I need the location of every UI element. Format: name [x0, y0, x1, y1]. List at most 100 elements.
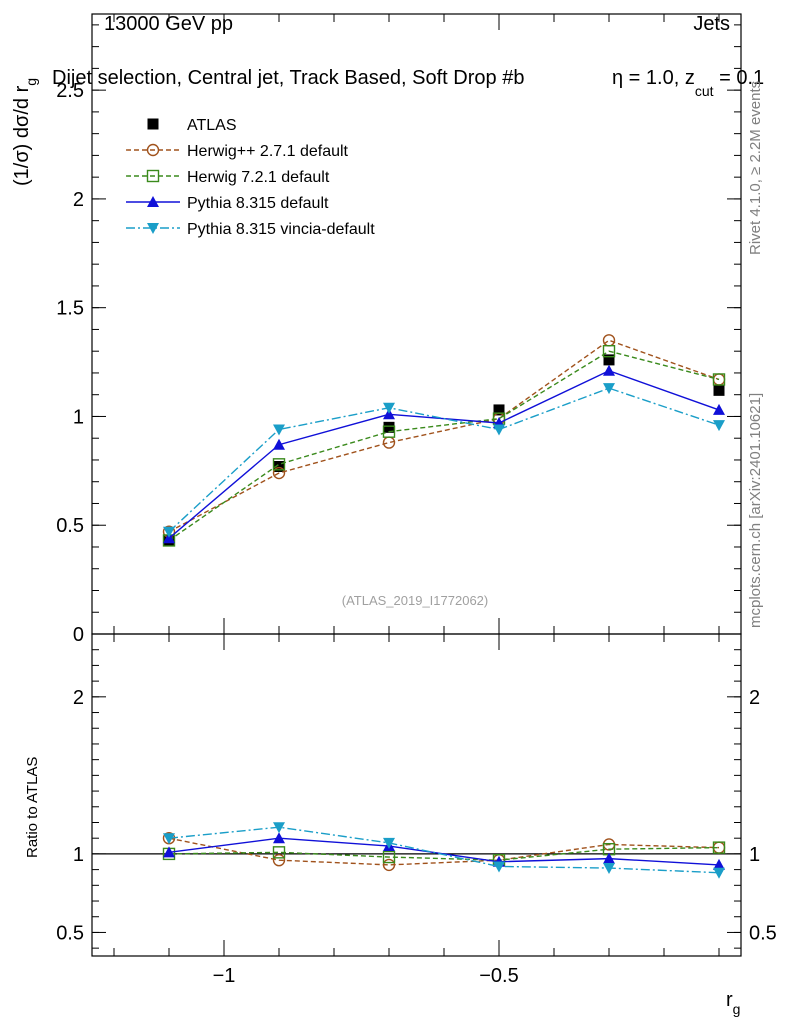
- main-point-4-4: [603, 383, 615, 395]
- main-point-3-4: [603, 364, 615, 376]
- ratio-panel-frame: [91, 633, 742, 957]
- ratio-ytick-label-2: 2: [73, 687, 84, 709]
- main-point-2-4: [602, 344, 616, 358]
- main-series-line-1: [168, 339, 720, 533]
- ratio-series-line-1: [168, 846, 720, 861]
- ratio-series-line-3: [168, 826, 720, 874]
- ratio-point-1-2: [382, 850, 396, 864]
- ratio-ytick-label-1: 1: [73, 844, 84, 866]
- main-point-4-5: [713, 420, 725, 432]
- main-ytick-label-5: 2.5: [56, 80, 84, 102]
- ratio-point-2-0: [163, 846, 175, 858]
- ratio-series: [162, 822, 726, 879]
- main-series-line-2: [168, 350, 720, 542]
- main-point-0-5: [713, 384, 725, 396]
- main-series-1: [162, 334, 726, 538]
- main-ytick-label-3: 1.5: [56, 298, 84, 320]
- ratio-point-3-1: [273, 822, 285, 834]
- main-point-3-1: [273, 438, 285, 450]
- legend-label-3: Pythia 8.315 default: [187, 195, 329, 212]
- ratio-point-3-0: [163, 833, 175, 845]
- main-series: [162, 334, 726, 547]
- legend-label-0: ATLAS: [187, 117, 237, 134]
- ratio-point-3-4: [603, 863, 615, 875]
- ratio-point-3-2: [383, 837, 395, 849]
- main-point-1-2: [382, 436, 396, 449]
- main-point-4-2: [383, 402, 395, 414]
- legend-marker-4: [147, 223, 159, 234]
- legend: ATLAS Herwig++ 2.7.1 default Herwig 7.2.1 …: [126, 117, 375, 238]
- main-point-0-4: [603, 354, 615, 366]
- legend-label-2: Herwig 7.2.1 default: [187, 169, 330, 186]
- main-ytick-label-4: 2: [73, 189, 84, 211]
- ratio-axes: 0.5 0.5 1 1 2 2 −1 −0.5: [56, 634, 777, 987]
- main-point-4-0: [163, 526, 175, 538]
- param-sub: cut: [695, 83, 714, 99]
- main-point-2-2: [382, 425, 396, 438]
- ratio-point-1-1: [272, 846, 286, 859]
- main-point-0-2: [383, 421, 395, 433]
- ratio-point-0-2: [382, 858, 396, 872]
- main-point-2-1: [272, 458, 286, 471]
- main-point-1-4: [602, 334, 616, 347]
- ratio-ylabel: Ratio to ATLAS: [24, 757, 41, 858]
- ratio-series-3: [163, 822, 725, 879]
- process-label: Jets: [693, 13, 730, 35]
- main-point-1-1: [272, 466, 286, 480]
- main-panel-frame: [91, 13, 742, 635]
- main-axes: 0 0.5 1 1.5 2 2.5: [56, 14, 741, 646]
- legend-marker-2: [146, 169, 160, 183]
- energy-label: 13000 GeV pp: [104, 13, 233, 35]
- main-point-3-0: [163, 532, 175, 544]
- legend-entry-2: Herwig 7.2.1 default: [126, 169, 330, 186]
- legend-label-4: Pythia 8.315 vincia-default: [187, 221, 375, 238]
- ratio-point-1-5: [712, 841, 726, 854]
- ratio-series-1: [162, 841, 726, 867]
- analysis-id: (ATLAS_2019_I1772062): [342, 593, 488, 608]
- mcplots-label: mcplots.cern.ch [arXiv:2401.10621]: [747, 393, 764, 628]
- main-point-2-5: [712, 373, 726, 386]
- param-tail: = 0.1: [714, 67, 765, 89]
- x-tick-label-0: −1: [213, 965, 236, 987]
- legend-entry-3: Pythia 8.315 default: [126, 195, 329, 212]
- main-point-0-1: [273, 460, 285, 472]
- main-ylabel-text: (1/σ) dσ/d r: [11, 85, 33, 186]
- ratio-series-2: [163, 832, 725, 870]
- main-series-line-3: [168, 370, 720, 539]
- ratio-ytick-label-0: 0.5: [56, 922, 84, 944]
- legend-marker-3: [147, 196, 159, 207]
- main-series-0: [163, 354, 725, 546]
- main-ylabel: (1/σ) dσ/d rg: [11, 78, 39, 186]
- main-series-3: [163, 364, 725, 544]
- ratio-ytick-label-right-2: 2: [749, 687, 760, 709]
- ratio-series-line-2: [168, 837, 720, 866]
- main-series-4: [163, 383, 725, 538]
- main-ytick-label-2: 1: [73, 406, 84, 428]
- ratio-ytick-label-right-1: 1: [749, 844, 760, 866]
- ratio-series-0: [162, 831, 726, 872]
- main-point-4-1: [273, 424, 285, 436]
- main-ytick-label-1: 0.5: [56, 515, 84, 537]
- legend-entry-1: Herwig++ 2.7.1 default: [126, 143, 349, 160]
- x-axis-label-text: r: [726, 989, 733, 1011]
- ratio-point-3-3: [493, 861, 505, 873]
- legend-marker-0: [147, 118, 159, 130]
- ratio-point-2-5: [713, 858, 725, 870]
- main-series-line-4: [168, 387, 720, 533]
- ratio-point-0-1: [272, 853, 286, 867]
- main-ytick-label-0: 0: [73, 624, 84, 646]
- rivet-label: Rivet 4.1.0, ≥ 2.2M events: [747, 81, 764, 255]
- ratio-point-2-1: [273, 832, 285, 844]
- main-point-0-3: [493, 404, 505, 416]
- selection-label: Dijet selection, Central jet, Track Base…: [52, 67, 524, 89]
- main-ylabel-sub: g: [23, 78, 39, 86]
- ratio-point-3-5: [713, 867, 725, 879]
- legend-entry-0: ATLAS: [147, 117, 237, 134]
- x-axis-label: rg: [726, 989, 740, 1017]
- param-label: η = 1.0, zcut = 0.1: [612, 67, 764, 99]
- legend-label-1: Herwig++ 2.7.1 default: [187, 143, 349, 160]
- main-point-3-5: [713, 403, 725, 415]
- main-series-2: [162, 344, 726, 547]
- legend-entry-4: Pythia 8.315 vincia-default: [126, 221, 375, 238]
